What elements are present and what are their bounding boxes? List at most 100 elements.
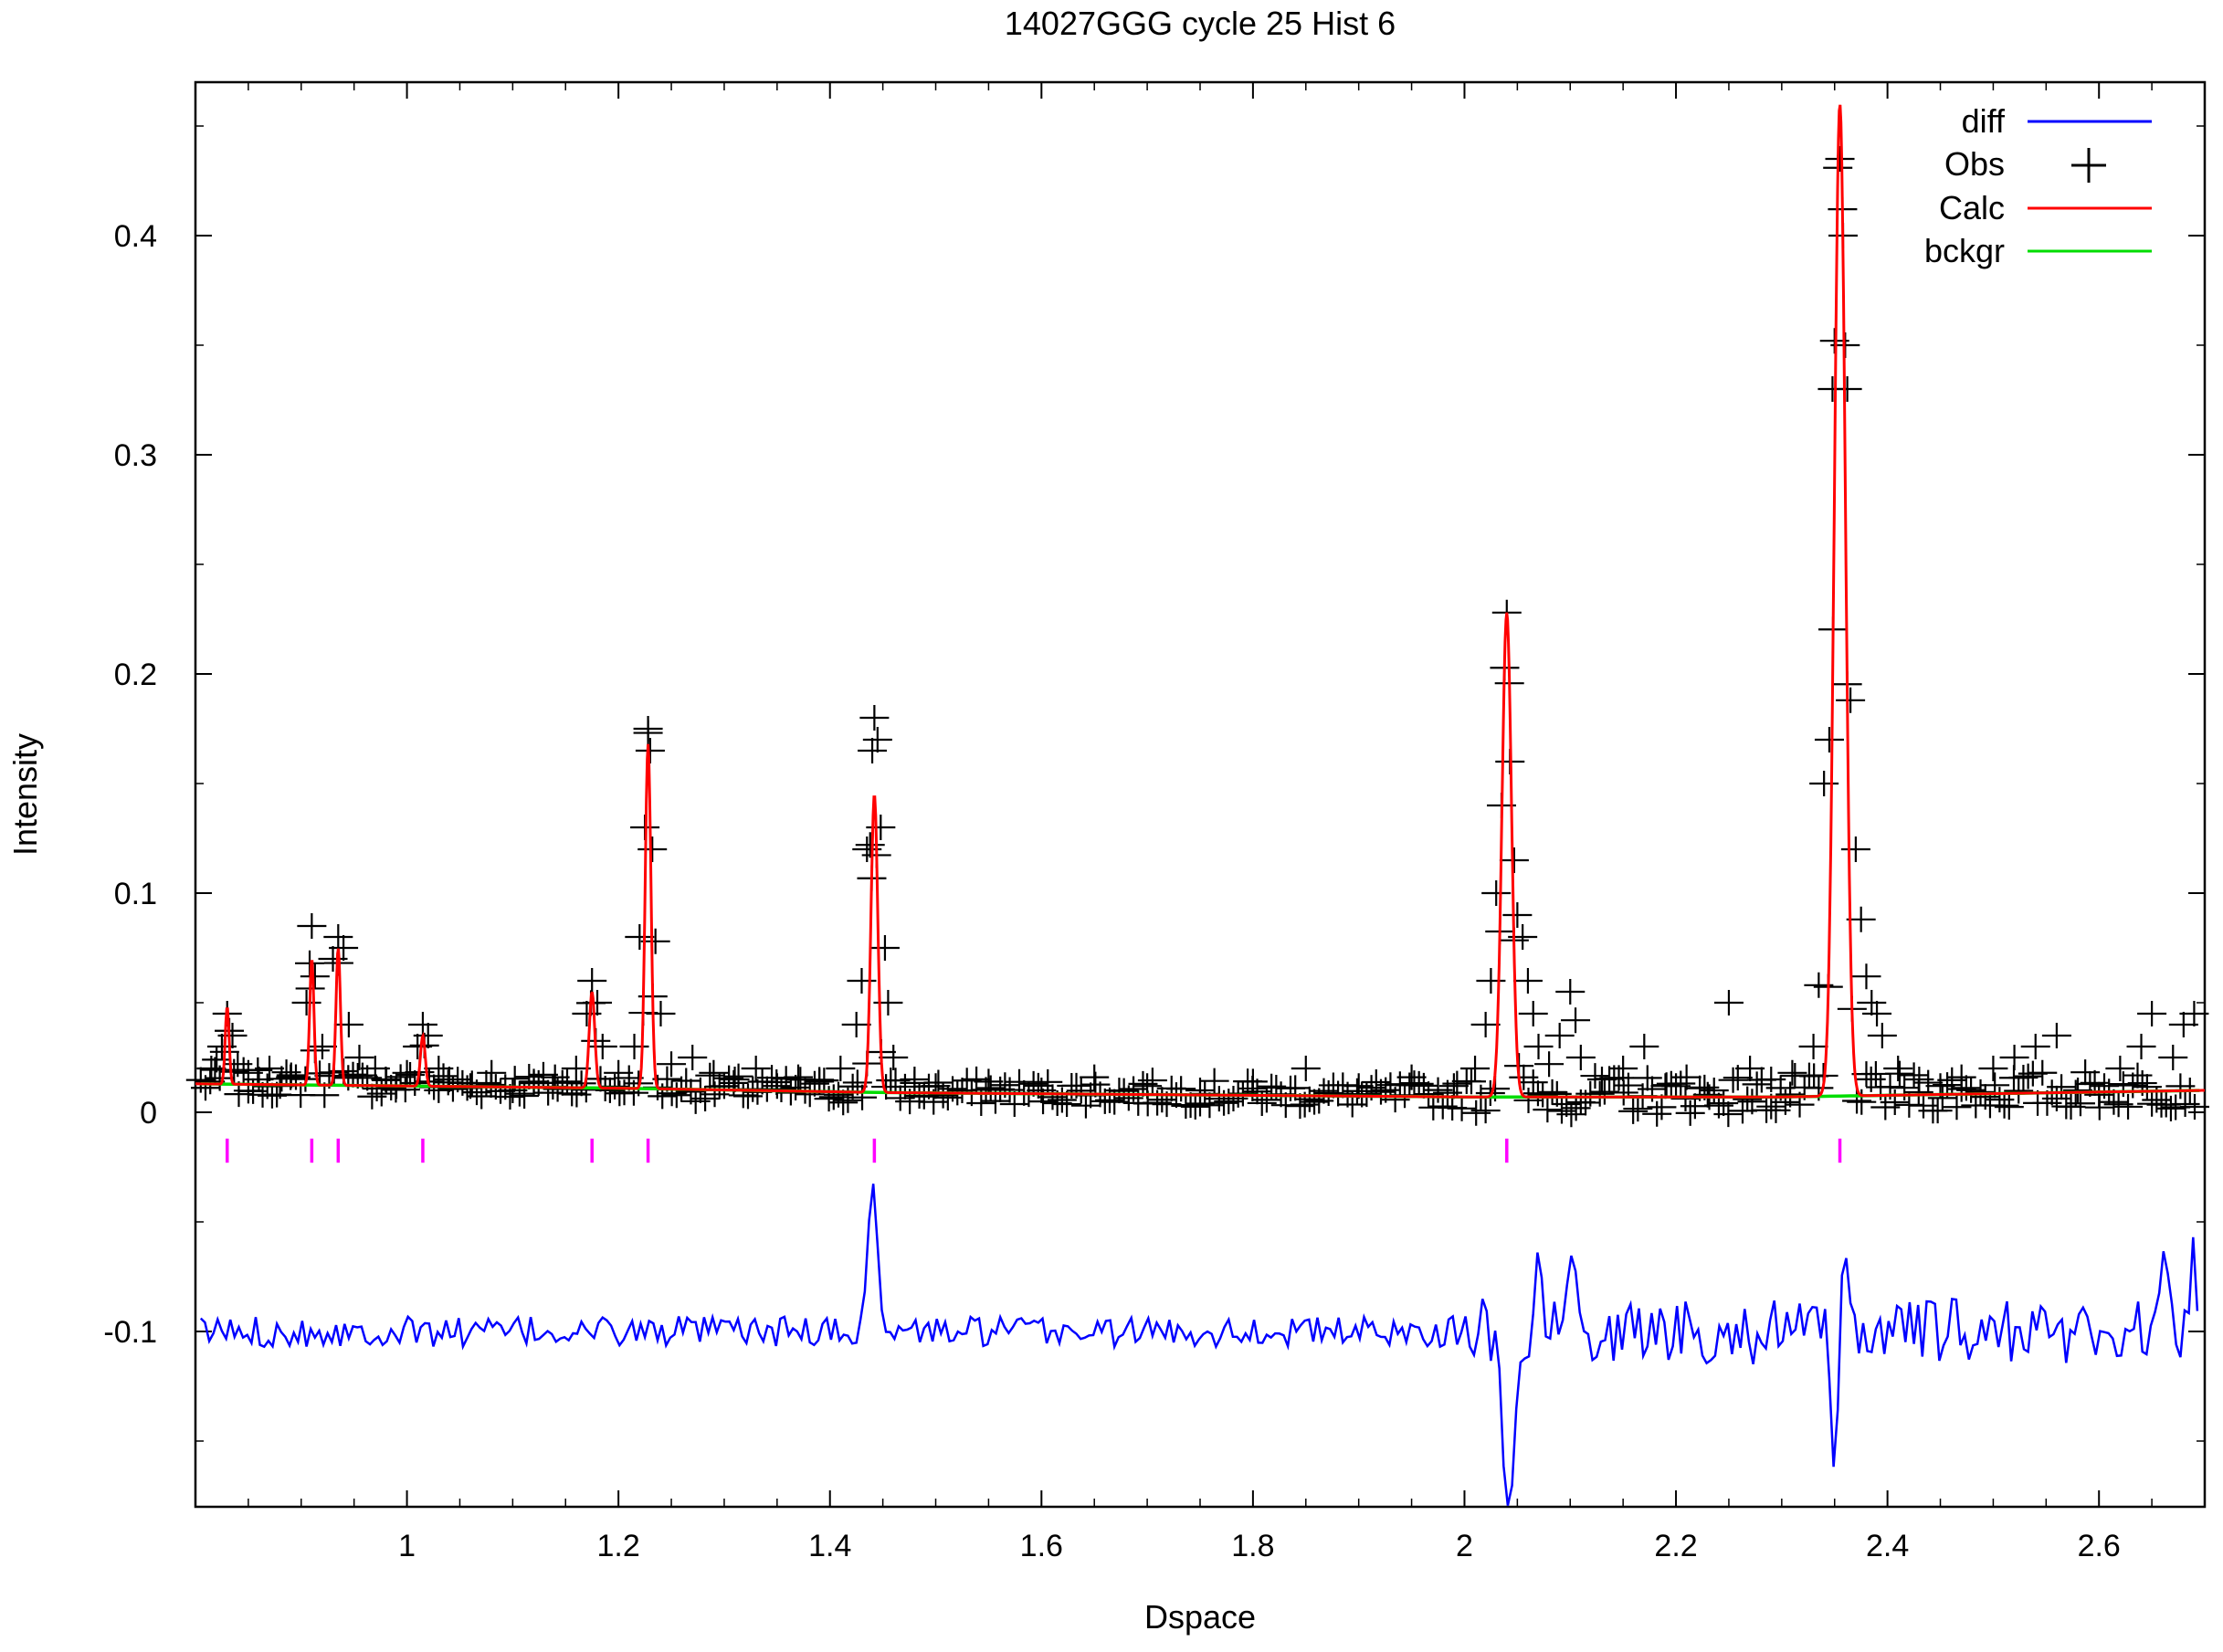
obs-point bbox=[1883, 1056, 1913, 1081]
obs-point bbox=[1608, 1056, 1638, 1081]
obs-point bbox=[633, 716, 663, 742]
obs-point bbox=[1851, 963, 1881, 990]
obs-point bbox=[2004, 1078, 2034, 1104]
obs-point bbox=[413, 1023, 443, 1048]
obs-point bbox=[2065, 1090, 2095, 1117]
obs-point bbox=[1884, 1060, 1914, 1087]
obs-point bbox=[855, 832, 885, 858]
obs-point bbox=[848, 1084, 878, 1110]
obs-point bbox=[1555, 979, 1586, 1005]
obs-point bbox=[625, 924, 655, 950]
obs-point bbox=[1713, 1101, 1744, 1128]
obs-point bbox=[1052, 1091, 1082, 1118]
obs-point bbox=[1481, 880, 1512, 906]
obs-point bbox=[577, 968, 607, 994]
obs-point bbox=[1642, 1100, 1672, 1127]
obs-point bbox=[1475, 1079, 1505, 1106]
obs-point bbox=[407, 1012, 437, 1037]
obs-point bbox=[1809, 771, 1839, 796]
obs-point bbox=[255, 1056, 285, 1081]
obs-point bbox=[809, 1068, 839, 1094]
obs-point bbox=[862, 727, 892, 752]
obs-series bbox=[185, 146, 2209, 1128]
obs-point bbox=[587, 1034, 617, 1059]
obs-point bbox=[1847, 1089, 1877, 1115]
obs-point bbox=[1842, 1088, 1872, 1114]
obs-point bbox=[1942, 1094, 1972, 1121]
obs-point bbox=[762, 1073, 792, 1100]
obs-point bbox=[637, 837, 668, 862]
obs-point bbox=[1994, 1094, 2024, 1121]
obs-point bbox=[2155, 1095, 2186, 1121]
obs-point bbox=[2047, 1074, 2077, 1100]
obs-point bbox=[1080, 1064, 1110, 1090]
obs-point bbox=[1671, 1064, 1701, 1090]
obs-point bbox=[923, 1069, 953, 1096]
obs-point bbox=[1951, 1075, 1981, 1101]
calc-line bbox=[195, 104, 2206, 1099]
obs-point bbox=[858, 738, 888, 763]
obs-point bbox=[1518, 1001, 1548, 1026]
obs-point bbox=[841, 1012, 871, 1037]
obs-point bbox=[1692, 1081, 1723, 1108]
obs-point bbox=[1533, 1097, 1563, 1123]
obs-point bbox=[329, 935, 359, 961]
obs-point bbox=[2084, 1081, 2114, 1108]
diff-line bbox=[199, 1184, 2199, 1506]
obs-point bbox=[720, 1067, 750, 1092]
obs-point bbox=[847, 968, 877, 994]
obs-point bbox=[900, 1067, 930, 1092]
obs-point bbox=[1499, 847, 1529, 873]
obs-point bbox=[604, 1059, 634, 1086]
obs-point bbox=[741, 1056, 771, 1081]
obs-point bbox=[2105, 1056, 2135, 1081]
obs-point bbox=[1650, 1073, 1680, 1100]
obs-point bbox=[879, 1045, 909, 1070]
obs-point bbox=[217, 1023, 248, 1048]
obs-point bbox=[1647, 1094, 1677, 1121]
obs-point bbox=[1867, 1023, 1897, 1048]
obs-point bbox=[1470, 1012, 1501, 1037]
obs-point bbox=[300, 963, 330, 990]
obs-point bbox=[1840, 837, 1870, 862]
obs-point bbox=[344, 1045, 374, 1070]
obs-point bbox=[333, 1012, 363, 1037]
obs-point bbox=[1629, 1034, 1659, 1059]
obs-point bbox=[1396, 1064, 1427, 1090]
obs-point bbox=[2158, 1045, 2188, 1070]
obs-point bbox=[826, 1056, 856, 1081]
obs-point bbox=[2180, 1094, 2209, 1121]
obs-point bbox=[723, 1063, 753, 1089]
obs-point bbox=[1756, 1067, 1786, 1092]
obs-point bbox=[1476, 968, 1506, 994]
obs-point bbox=[191, 1075, 220, 1101]
obs-point bbox=[1185, 1078, 1215, 1103]
obs-point bbox=[1291, 1056, 1321, 1081]
y-tick-label: 0.2 bbox=[114, 658, 157, 692]
obs-point bbox=[657, 1051, 687, 1078]
obs-point bbox=[1965, 1079, 1996, 1105]
reflection-markers bbox=[225, 1138, 1842, 1163]
obs-point bbox=[1632, 1065, 1662, 1091]
obs-point bbox=[323, 924, 353, 950]
obs-point bbox=[1180, 1093, 1210, 1120]
obs-point bbox=[1537, 1079, 1567, 1105]
obs-point bbox=[477, 1059, 507, 1086]
plot-frame bbox=[194, 80, 2207, 1509]
obs-point bbox=[1832, 376, 1862, 402]
obs-point bbox=[1857, 990, 1887, 1015]
y-tick-label: 0.3 bbox=[114, 438, 157, 473]
obs-point bbox=[1718, 1067, 1748, 1093]
obs-point bbox=[1470, 1098, 1501, 1124]
legend-label-diff: diff bbox=[1962, 102, 2006, 140]
obs-point bbox=[1447, 1095, 1477, 1121]
obs-point bbox=[2113, 1093, 2144, 1120]
legend: diff Obs Calc bckgr bbox=[1924, 102, 2152, 269]
obs-point bbox=[1561, 1007, 1591, 1034]
obs-point bbox=[2028, 1059, 2058, 1086]
obs-point bbox=[1523, 1034, 1554, 1059]
legend-label-calc: Calc bbox=[1939, 189, 2005, 226]
obs-point bbox=[1166, 1076, 1196, 1102]
obs-point bbox=[504, 1080, 534, 1107]
obs-point bbox=[257, 1082, 287, 1109]
